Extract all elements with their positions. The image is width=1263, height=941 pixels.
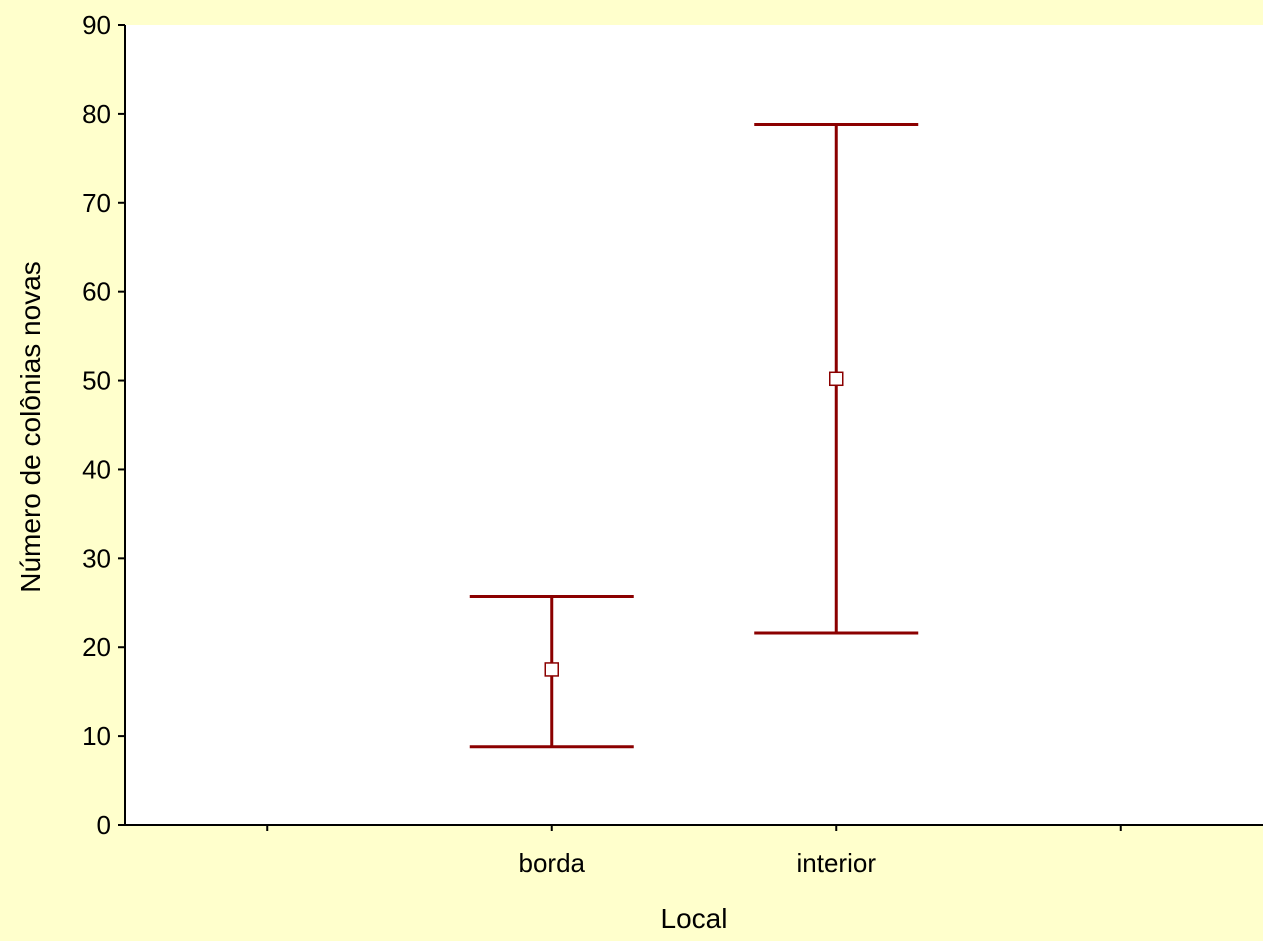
mean-point xyxy=(544,662,559,677)
axes xyxy=(124,25,1263,826)
y-tick-label: 80 xyxy=(82,99,111,129)
data-marks xyxy=(469,123,919,749)
y-tick-label: 60 xyxy=(82,277,111,307)
y-tick-label: 20 xyxy=(82,632,111,662)
mean-point xyxy=(829,371,844,387)
y-tick-label: 30 xyxy=(82,543,111,573)
y-tick-label: 10 xyxy=(82,721,111,751)
y-tick-label: 40 xyxy=(82,454,111,484)
error-bar-borda xyxy=(469,595,634,749)
error-bar-interior xyxy=(754,123,919,635)
x-ticks: borda interior xyxy=(266,825,1122,878)
y-ticks: 0 10 20 30 40 50 60 70 80 90 xyxy=(82,10,125,840)
plot-area xyxy=(125,25,1263,825)
x-tick-label: interior xyxy=(797,848,877,878)
y-tick-label: 70 xyxy=(82,188,111,218)
y-tick-label: 50 xyxy=(82,366,111,396)
y-tick-label: 90 xyxy=(82,10,111,40)
y-tick-label: 0 xyxy=(97,810,111,840)
x-tick-label: borda xyxy=(519,848,586,878)
y-axis-title: Número de colônias novas xyxy=(15,261,46,593)
x-axis-title: Local xyxy=(661,903,728,934)
